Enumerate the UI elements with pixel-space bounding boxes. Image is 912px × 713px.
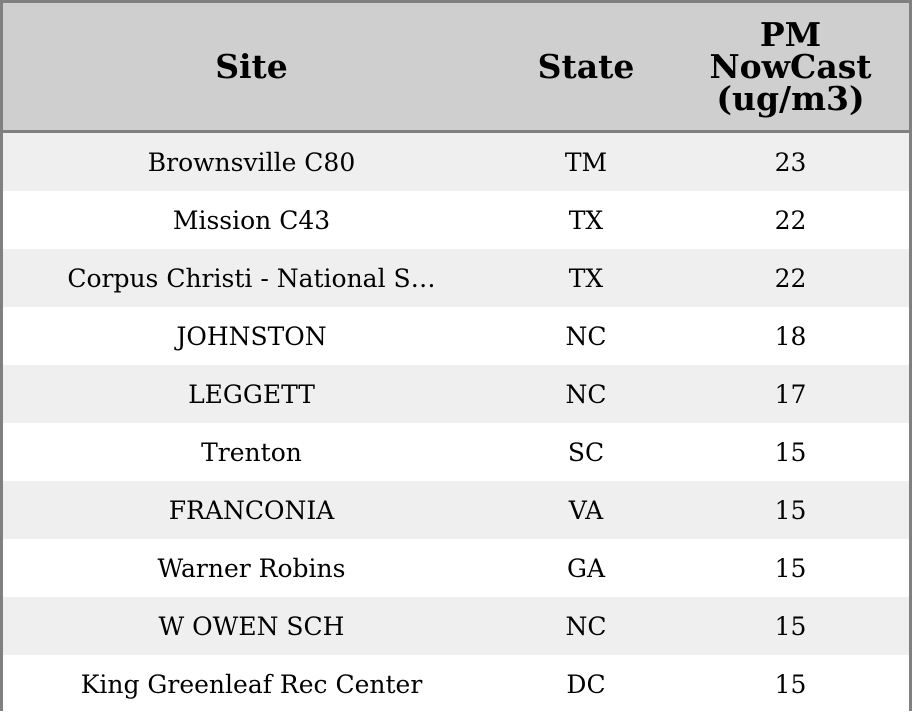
- site-cell: LEGGETT: [188, 379, 315, 409]
- table-row: W OWEN SCH NC 15: [3, 597, 909, 655]
- site-cell: FRANCONIA: [168, 495, 335, 525]
- table-row: Corpus Christi - National S… TX 22: [3, 249, 909, 307]
- table-row: FRANCONIA VA 15: [3, 481, 909, 539]
- state-cell: NC: [565, 321, 607, 351]
- pm-value-cell: 23: [774, 147, 807, 177]
- state-cell: DC: [566, 669, 606, 699]
- site-cell: JOHNSTON: [176, 321, 327, 351]
- table-row: Trenton SC 15: [3, 423, 909, 481]
- state-cell: SC: [567, 437, 605, 467]
- column-header-state: State: [537, 46, 635, 86]
- column-header-site: Site: [215, 46, 288, 86]
- column-header-pm-nowcast: PM NowCast (ug/m3): [709, 14, 872, 118]
- pm-value-cell: 15: [774, 611, 807, 641]
- site-cell: Trenton: [201, 437, 302, 467]
- table-row: Mission C43 TX 22: [3, 191, 909, 249]
- state-cell: NC: [565, 611, 607, 641]
- table-row: Brownsville C80 TM 23: [3, 133, 909, 191]
- table-header-row: Site State PM NowCast (ug/m3): [3, 3, 909, 133]
- site-cell: Corpus Christi - National S…: [67, 263, 436, 293]
- table-row: JOHNSTON NC 18: [3, 307, 909, 365]
- table-row: King Greenleaf Rec Center DC 15: [3, 655, 909, 713]
- table-row: Warner Robins GA 15: [3, 539, 909, 597]
- state-cell: TX: [568, 205, 604, 235]
- site-cell: Brownsville C80: [147, 147, 356, 177]
- pm-value-cell: 17: [774, 379, 807, 409]
- site-cell: W OWEN SCH: [158, 611, 345, 641]
- pm-value-cell: 15: [774, 437, 807, 467]
- table-row: LEGGETT NC 17: [3, 365, 909, 423]
- pm-value-cell: 22: [774, 263, 807, 293]
- state-cell: GA: [566, 553, 606, 583]
- pm-value-cell: 18: [774, 321, 807, 351]
- site-cell: Warner Robins: [157, 553, 346, 583]
- state-cell: NC: [565, 379, 607, 409]
- pm-value-cell: 15: [774, 553, 807, 583]
- site-cell: Mission C43: [172, 205, 331, 235]
- site-cell: King Greenleaf Rec Center: [80, 669, 423, 699]
- pm-value-cell: 22: [774, 205, 807, 235]
- pm-value-cell: 15: [774, 495, 807, 525]
- table-body: Brownsville C80 TM 23 Mission C43 TX 22 …: [3, 133, 909, 713]
- state-cell: TM: [564, 147, 608, 177]
- state-cell: VA: [568, 495, 604, 525]
- state-cell: TX: [568, 263, 604, 293]
- pm-value-cell: 15: [774, 669, 807, 699]
